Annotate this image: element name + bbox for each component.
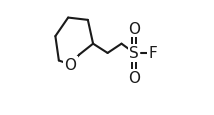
Text: S: S bbox=[129, 46, 139, 61]
Text: O: O bbox=[64, 58, 76, 72]
Text: O: O bbox=[128, 71, 140, 86]
Text: O: O bbox=[128, 21, 140, 36]
Text: F: F bbox=[149, 46, 157, 61]
